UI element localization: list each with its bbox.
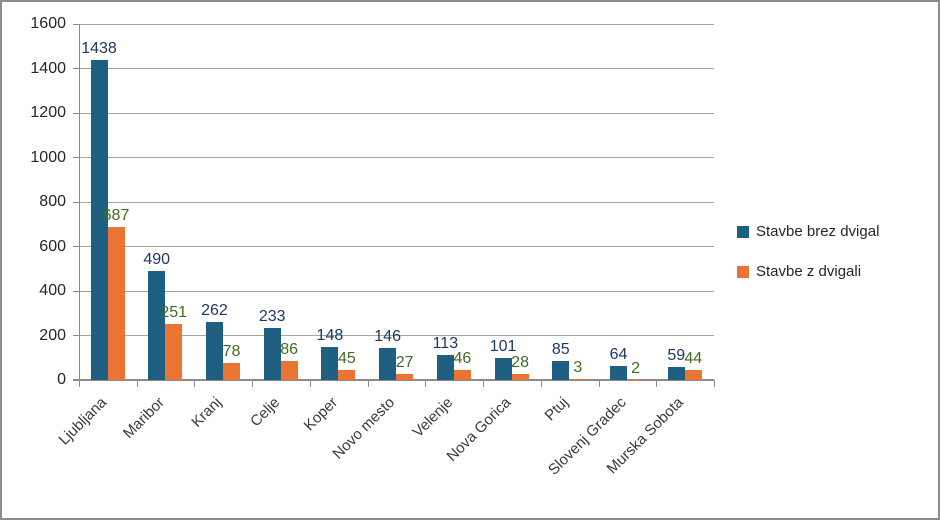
bar-series2 — [569, 379, 587, 380]
data-label: 687 — [102, 207, 130, 225]
x-axis-tick — [367, 380, 369, 387]
bar-series1 — [379, 347, 397, 380]
x-axis-tick — [136, 380, 138, 387]
gridline — [79, 157, 714, 158]
y-axis-tick-label: 600 — [39, 237, 66, 255]
data-label: 101 — [489, 337, 517, 355]
bar-series2 — [511, 373, 529, 380]
data-label: 59 — [667, 346, 686, 364]
bar-series2 — [338, 369, 356, 380]
y-axis-tick-label: 0 — [57, 371, 66, 388]
bar-series1 — [436, 354, 454, 380]
x-axis-tick — [714, 380, 715, 387]
bar-series2 — [107, 227, 125, 380]
y-axis-tick-label: 800 — [39, 193, 66, 210]
y-axis-tick — [73, 157, 79, 158]
gridline — [79, 23, 714, 25]
y-axis-tick — [73, 23, 79, 25]
legend-item: Stavbe brez dvigal — [737, 223, 879, 240]
bar-series2 — [165, 324, 183, 380]
x-axis-tick — [252, 380, 254, 387]
legend-item: Stavbe z dvigali — [737, 263, 861, 280]
bar-series1 — [148, 270, 166, 380]
bar-series1 — [205, 321, 223, 380]
y-axis-tick-label: 1400 — [30, 59, 66, 77]
bar-series2 — [453, 369, 471, 380]
bar-series2 — [222, 362, 240, 380]
y-axis-tick — [73, 246, 79, 247]
gridline — [79, 246, 714, 247]
data-label: 44 — [684, 350, 703, 368]
gridline — [79, 68, 714, 69]
y-axis-tick — [73, 68, 79, 69]
y-axis-tick-label: 400 — [39, 282, 66, 299]
y-axis-tick — [73, 290, 79, 292]
legend-swatch — [737, 265, 749, 278]
x-axis-line — [73, 379, 714, 381]
category-label: Celje — [246, 394, 284, 431]
y-axis-tick — [73, 335, 79, 336]
data-label: 233 — [258, 308, 286, 326]
x-axis-tick — [483, 380, 485, 387]
category-label: Kranj — [188, 394, 226, 431]
x-axis-tick — [656, 380, 658, 387]
data-label: 86 — [280, 340, 299, 358]
bar-series2 — [280, 360, 298, 380]
legend-label: Stavbe brez dvigal — [756, 223, 880, 240]
legend-swatch — [737, 225, 749, 238]
data-label: 262 — [201, 301, 228, 319]
data-label: 490 — [143, 250, 171, 268]
gridline — [79, 201, 714, 203]
bar-series1 — [90, 60, 108, 380]
bar-series2 — [684, 370, 702, 380]
data-label: 45 — [338, 349, 356, 367]
category-label: Maribor — [119, 394, 168, 442]
x-axis-tick — [194, 380, 196, 387]
y-axis-tick-label: 200 — [39, 326, 66, 344]
data-label: 64 — [609, 345, 628, 363]
bar-series2 — [396, 373, 414, 380]
bar-series1 — [610, 365, 628, 380]
data-label: 78 — [222, 342, 241, 360]
y-axis-line — [79, 24, 80, 387]
legend-label: Stavbe z dvigali — [756, 263, 862, 280]
data-label: 113 — [432, 334, 459, 352]
category-label: Ljubljana — [55, 394, 110, 449]
x-axis-tick — [598, 380, 600, 387]
gridline — [79, 112, 714, 114]
gridline — [79, 290, 714, 292]
bar-series1 — [263, 328, 281, 380]
x-axis-tick — [309, 380, 311, 387]
category-label: Velenje — [409, 394, 457, 441]
x-axis-tick — [540, 380, 542, 387]
data-label: 28 — [511, 353, 529, 371]
category-label: Koper — [300, 394, 341, 435]
data-label: 3 — [573, 359, 583, 377]
x-axis-tick — [425, 380, 427, 387]
data-label: 85 — [551, 341, 570, 359]
data-label: 148 — [316, 327, 344, 345]
data-label: 2 — [631, 359, 640, 377]
data-label: 1438 — [81, 40, 117, 58]
category-label: Ptuj — [541, 394, 572, 425]
bar-series1 — [552, 361, 570, 380]
x-axis-tick — [79, 380, 80, 387]
y-axis-tick-label: 1600 — [30, 15, 66, 32]
bar-series1 — [494, 357, 512, 380]
data-label: 146 — [374, 327, 401, 345]
bar-series1 — [667, 366, 685, 380]
y-axis-tick — [73, 112, 79, 114]
y-axis-tick-label: 1200 — [30, 104, 66, 121]
data-label: 251 — [160, 304, 188, 322]
data-label: 27 — [395, 353, 414, 371]
gridline — [79, 335, 714, 336]
y-axis-tick-label: 1000 — [30, 148, 66, 166]
bar-series1 — [321, 347, 339, 380]
y-axis-tick — [73, 201, 79, 203]
data-label: 46 — [453, 349, 472, 367]
